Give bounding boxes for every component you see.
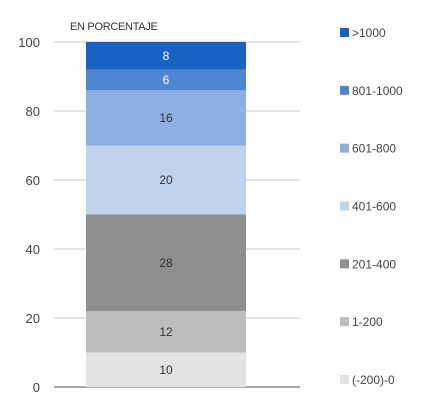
data-label: 8: [163, 49, 170, 63]
y-tick-label: 40: [26, 242, 40, 257]
legend: >1000 801-1000 601-800 401-600 201-400 1-200 (…: [340, 26, 403, 387]
data-label: 28: [159, 256, 173, 270]
data-label: 6: [163, 73, 170, 87]
legend-swatch: [340, 317, 349, 327]
legend-label: 401-600: [352, 200, 396, 214]
bar-segment: [86, 90, 246, 146]
legend-label: 601-800: [352, 142, 396, 156]
legend-swatch: [340, 201, 349, 211]
bar-segment: [86, 145, 246, 215]
legend-label: >1000: [352, 26, 386, 40]
y-tick-label: 80: [26, 104, 40, 119]
bar-segment: [86, 69, 246, 91]
legend-label: (-200)-0: [352, 373, 395, 387]
bar-segment: [86, 214, 246, 312]
unit-label: EN PORCENTAJE: [70, 21, 158, 33]
data-label: 10: [159, 363, 173, 377]
legend-swatch: [340, 259, 349, 269]
data-label: 20: [159, 173, 173, 187]
legend-swatch: [340, 85, 349, 95]
y-tick-label: 20: [26, 311, 40, 326]
y-tick-label: 100: [18, 35, 40, 50]
y-axis: 0 20 40 60 80 100: [18, 35, 40, 395]
data-label: 16: [159, 111, 173, 125]
y-tick-label: 60: [26, 173, 40, 188]
bar-stack: 10 12 28 20 16 6 8: [86, 42, 246, 387]
legend-swatch: [340, 143, 349, 153]
legend-label: 1-200: [352, 315, 383, 329]
bar-segment: [86, 42, 246, 70]
legend-swatch: [340, 375, 349, 384]
y-tick-label: 0: [33, 380, 40, 395]
bar-segment: [86, 352, 246, 387]
bar-segment: [86, 311, 246, 353]
data-label: 12: [159, 325, 173, 339]
legend-label: 201-400: [352, 257, 396, 271]
legend-swatch: [340, 28, 349, 37]
legend-label: 801-1000: [352, 84, 403, 98]
